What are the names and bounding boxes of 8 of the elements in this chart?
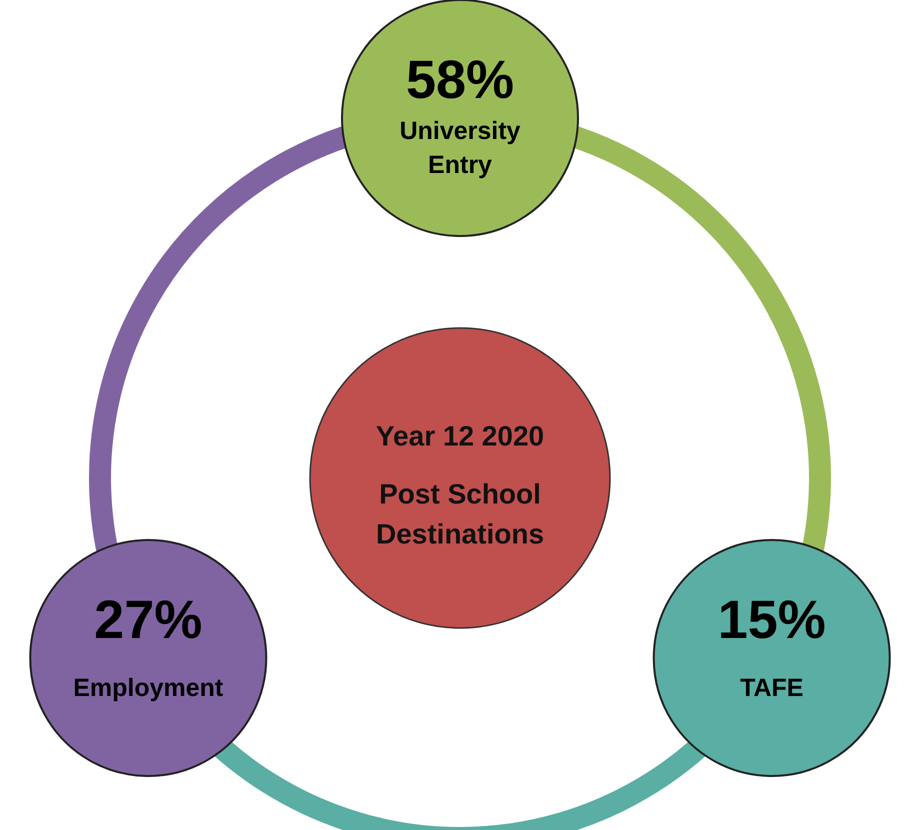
- text: Post School Destinations: [376, 478, 544, 550]
- text: Year 12 2020: [376, 420, 544, 452]
- category-label: TAFE: [740, 674, 804, 702]
- data-label: 15%: [718, 590, 826, 650]
- category-label: Employment: [73, 674, 224, 702]
- data-label: 58%: [406, 50, 514, 110]
- data-label: 27%: [94, 590, 202, 650]
- category-label: University Entry: [400, 117, 521, 179]
